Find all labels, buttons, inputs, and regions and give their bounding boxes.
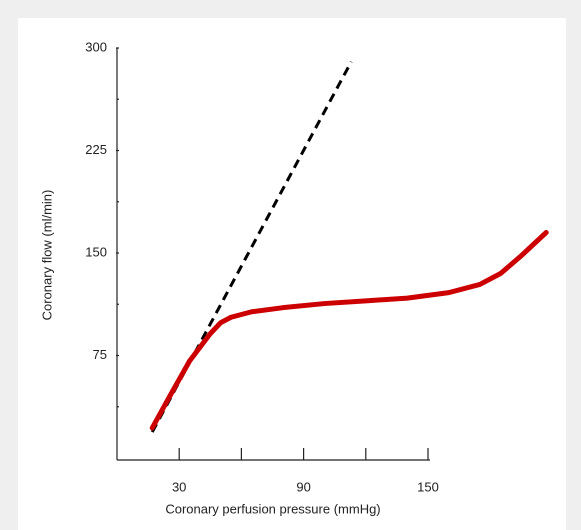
y-tick-label: 225 [85,142,107,157]
data-line [149,230,549,431]
x-tick-label: 90 [296,479,310,494]
x-tick-label: 30 [172,479,186,494]
x-tick-label: 150 [417,479,439,494]
y-tick-label: 150 [85,244,107,259]
y-tick-label: 300 [85,39,107,54]
x-axis-label: Coronary perfusion pressure (mmHg) [165,501,380,516]
panel [18,18,566,530]
y-tick-label: 75 [93,347,107,362]
y-axis-label: Coronary flow (ml/min) [39,190,54,321]
data-line [150,60,353,433]
